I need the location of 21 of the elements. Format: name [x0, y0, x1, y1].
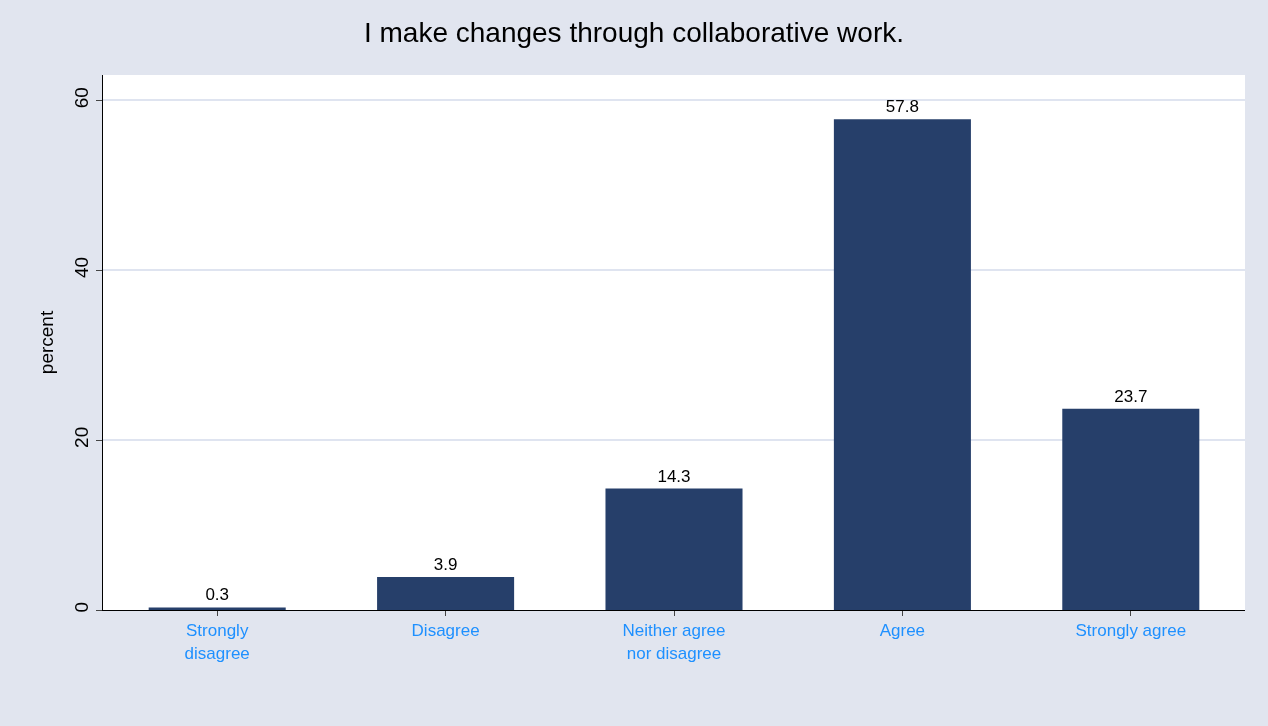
y-tick-label: 0 [71, 601, 93, 613]
x-tick-label: Strongly disagree [184, 621, 250, 663]
y-tick-label: 20 [71, 426, 93, 448]
data-label: 14.3 [657, 466, 691, 486]
bar [833, 119, 971, 610]
y-axis-title: percent [36, 310, 58, 375]
data-label: 0.3 [205, 585, 230, 605]
bar [148, 607, 286, 610]
x-tick-label: Disagree [411, 621, 480, 641]
y-tick-label: 40 [71, 256, 93, 279]
data-label: 57.8 [885, 97, 919, 117]
data-label: 23.7 [1114, 386, 1148, 406]
bar [377, 576, 515, 610]
x-tick-label: Strongly agree [1075, 621, 1187, 641]
y-tick-label: 60 [71, 87, 93, 109]
x-tick-label: Neither agree nor disagree [622, 621, 726, 663]
bar [1062, 408, 1200, 610]
chart-title: I make changes through collaborative work. [363, 17, 905, 49]
bar [605, 488, 743, 610]
x-tick-label: Agree [879, 621, 926, 641]
data-label: 3.9 [433, 554, 458, 574]
